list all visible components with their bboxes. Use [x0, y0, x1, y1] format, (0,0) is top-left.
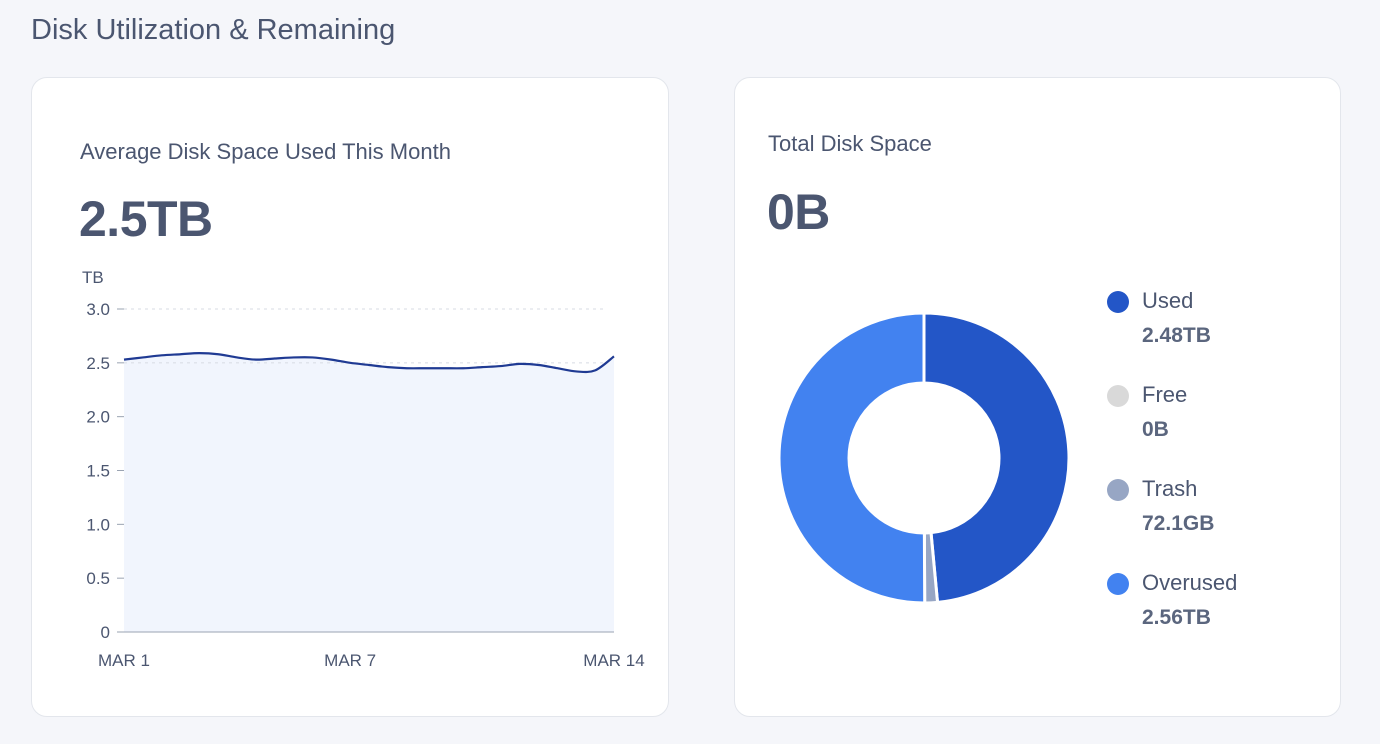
legend-label: Overused — [1142, 570, 1238, 595]
disk-usage-line-chart: TB 0 0.5 1.0 1.5 2.0 2.5 3.0 MAR 1 MAR 7 MAR 14 — [82, 268, 645, 670]
legend-value: 0B — [1142, 418, 1169, 441]
card-title: Average Disk Space Used This Month — [80, 139, 451, 164]
total-disk-space-card: Total Disk Space 0B Used 2.48TB Free 0B Tras… — [734, 77, 1341, 717]
legend-dot — [1107, 385, 1129, 407]
slice-used[interactable] — [922, 311, 1071, 605]
y-tick-label: 1.0 — [86, 515, 110, 534]
series-line — [123, 352, 615, 374]
card-title: Total Disk Space — [768, 131, 932, 156]
y-tick-label: 2.5 — [86, 354, 110, 373]
average-disk-space-card: Average Disk Space Used This Month 2.5TB… — [31, 77, 669, 717]
y-axis-label: TB — [82, 268, 104, 287]
legend-dot — [1107, 291, 1129, 313]
series-area — [124, 353, 614, 632]
legend-value: 2.56TB — [1142, 606, 1211, 629]
x-tick-label: MAR 1 — [98, 651, 150, 670]
slice-overused[interactable] — [777, 311, 927, 605]
y-tick-label: 0 — [101, 623, 110, 642]
disk-space-donut-chart — [777, 311, 1071, 605]
y-tick-label: 3.0 — [86, 300, 110, 319]
legend-label: Trash — [1142, 476, 1198, 501]
legend-dot — [1107, 479, 1129, 501]
total-disk-space-value: 0B — [767, 184, 830, 240]
legend-label: Free — [1142, 382, 1188, 407]
y-tick-label: 1.5 — [86, 462, 110, 481]
x-tick-label: MAR 14 — [583, 651, 644, 670]
legend-value: 2.48TB — [1142, 324, 1211, 347]
x-tick-label: MAR 7 — [324, 651, 376, 670]
section-title: Disk Utilization & Remaining — [31, 14, 396, 46]
legend-label: Used — [1142, 288, 1194, 313]
legend-dot — [1107, 573, 1129, 595]
legend-value: 72.1GB — [1142, 512, 1215, 535]
y-tick-label: 0.5 — [86, 569, 110, 588]
y-tick-label: 2.0 — [86, 408, 110, 427]
average-disk-space-value: 2.5TB — [79, 191, 213, 247]
